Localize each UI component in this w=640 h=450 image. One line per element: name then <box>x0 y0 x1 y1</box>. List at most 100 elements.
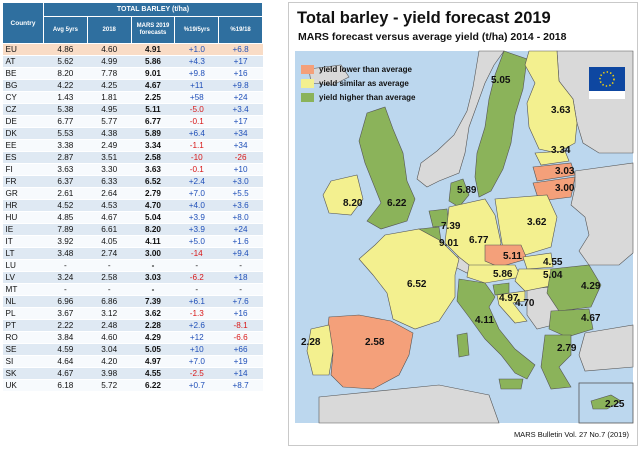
mars-cell: 6.22 <box>131 379 175 392</box>
region-austria <box>466 264 522 284</box>
country-code-cell: HU <box>2 211 44 224</box>
y2018-cell: 2.58 <box>87 271 132 284</box>
avg-cell: 3.48 <box>43 247 88 260</box>
p18-cell: -6.6 <box>218 331 263 344</box>
map-value-se: 5.05 <box>491 75 511 86</box>
table-row: FI 3.63 3.30 3.63 -0.1 +10 <box>2 163 263 176</box>
map-value-pt: 2.28 <box>301 337 321 348</box>
belarus-ukraine-shape <box>570 162 634 266</box>
legend-label-similar: yield similar as average <box>319 79 409 88</box>
mars-cell: 3.63 <box>131 163 175 176</box>
table-row: LV 3.24 2.58 3.03 -6.2 +18 <box>2 271 263 284</box>
mars-cell: 3.34 <box>131 139 175 152</box>
turkey-shape <box>578 324 634 372</box>
map-value-cy: 2.25 <box>605 399 625 410</box>
region-greece <box>540 334 572 390</box>
p18-cell: +1.6 <box>218 235 263 248</box>
table-row: IT 3.92 4.05 4.11 +5.0 +1.6 <box>2 235 263 248</box>
p5-cell: +7.0 <box>174 355 219 368</box>
legend-swatch-higher <box>301 93 314 102</box>
table-row: RO 3.84 4.60 4.29 +12 -6.6 <box>2 331 263 344</box>
p18-cell: +5.5 <box>218 187 263 200</box>
avg-cell: 3.63 <box>43 163 88 176</box>
p5-cell: +4.3 <box>174 55 219 68</box>
table-row: EE 3.38 2.49 3.34 -1.1 +34 <box>2 139 263 152</box>
region-cyprus <box>590 394 622 410</box>
p18-cell: +14 <box>218 367 263 380</box>
mars-cell: 2.28 <box>131 319 175 332</box>
p18-cell: +16 <box>218 67 263 80</box>
p18-cell: +34 <box>218 139 263 152</box>
p18-cell: +3.0 <box>218 175 263 188</box>
table-row: NL 6.96 6.86 7.39 +6.1 +7.6 <box>2 295 263 308</box>
p5-cell: -0.1 <box>174 163 219 176</box>
p5-cell: - <box>174 259 219 272</box>
avg-cell: 3.92 <box>43 235 88 248</box>
table-row: DE 6.77 5.77 6.77 -0.1 +17 <box>2 115 263 128</box>
table-row: SE 4.59 3.04 5.05 +10 +66 <box>2 343 263 356</box>
country-code-cell: BE <box>2 67 44 80</box>
eu-logo <box>589 67 625 99</box>
avg-cell: 7.89 <box>43 223 88 236</box>
p5-cell: -1.3 <box>174 307 219 320</box>
legend-label-higher: yield higher than average <box>319 93 416 102</box>
avg-cell: 1.43 <box>43 91 88 104</box>
map-value-dk: 5.89 <box>457 185 477 196</box>
column-header-2018: 2018 <box>86 16 132 44</box>
y2018-cell: 3.12 <box>87 307 132 320</box>
region-bulgaria <box>548 308 594 338</box>
y2018-cell: 4.05 <box>87 235 132 248</box>
legend-item-lower: yield lower than average <box>301 65 412 74</box>
table-row: HR 4.52 4.53 4.70 +4.0 +3.6 <box>2 199 263 212</box>
avg-cell: - <box>43 283 88 296</box>
mars-cell: 9.01 <box>131 67 175 80</box>
eu-logo-caption-bg <box>589 91 625 99</box>
avg-cell: 3.67 <box>43 307 88 320</box>
country-code-cell: PT <box>2 319 44 332</box>
avg-cell: 4.85 <box>43 211 88 224</box>
avg-cell: 3.38 <box>43 139 88 152</box>
table-row: GR 2.61 2.64 2.79 +7.0 +5.5 <box>2 187 263 200</box>
table-row: PT 2.22 2.48 2.28 +2.6 -8.1 <box>2 319 263 332</box>
mars-cell: 6.77 <box>131 115 175 128</box>
p5-cell: -6.2 <box>174 271 219 284</box>
map-value-si: 4.97 <box>499 293 519 304</box>
y2018-cell: 4.25 <box>87 79 132 92</box>
p5-cell: -5.0 <box>174 103 219 116</box>
mars-cell: 4.55 <box>131 367 175 380</box>
y2018-cell: 4.53 <box>87 199 132 212</box>
y2018-cell: 4.20 <box>87 355 132 368</box>
p18-cell: +3.4 <box>218 103 263 116</box>
table-row: CY 1.43 1.81 2.25 +58 +24 <box>2 91 263 104</box>
y2018-cell: 6.33 <box>87 175 132 188</box>
p5-cell: +2.6 <box>174 319 219 332</box>
avg-cell: 2.22 <box>43 319 88 332</box>
table-row: MT - - - - - <box>2 283 263 296</box>
p18-cell: +16 <box>218 307 263 320</box>
eu-countries <box>306 50 602 390</box>
country-code-cell: SE <box>2 343 44 356</box>
country-code-cell: FR <box>2 175 44 188</box>
region-sweden <box>474 50 528 198</box>
region-denmark <box>448 178 470 208</box>
table-row: PL 3.67 3.12 3.62 -1.3 +16 <box>2 307 263 320</box>
country-code-cell: BG <box>2 79 44 92</box>
map-value-ee: 3.34 <box>551 145 571 156</box>
country-code-cell: LT <box>2 247 44 260</box>
mars-cell: 4.70 <box>131 199 175 212</box>
p18-cell: +17 <box>218 55 263 68</box>
avg-cell: 6.18 <box>43 379 88 392</box>
y2018-cell: 5.77 <box>87 115 132 128</box>
p18-cell: +8.0 <box>218 211 263 224</box>
country-code-cell: EE <box>2 139 44 152</box>
country-code-cell: HR <box>2 199 44 212</box>
p5-cell: +6.4 <box>174 127 219 140</box>
country-code-cell: FI <box>2 163 44 176</box>
europe-map: 5.05 3.63 3.34 3.03 3.00 5.89 8.20 6.22 7.39 9.01… <box>295 50 634 424</box>
avg-cell: 6.37 <box>43 175 88 188</box>
mars-cell: 2.58 <box>131 151 175 164</box>
map-footer: MARS Bulletin Vol. 27 No.7 (2019) <box>513 430 629 439</box>
map-value-de: 6.77 <box>469 235 489 246</box>
p5-cell: +4.0 <box>174 199 219 212</box>
table-row: ES 2.87 3.51 2.58 -10 -26 <box>2 151 263 164</box>
